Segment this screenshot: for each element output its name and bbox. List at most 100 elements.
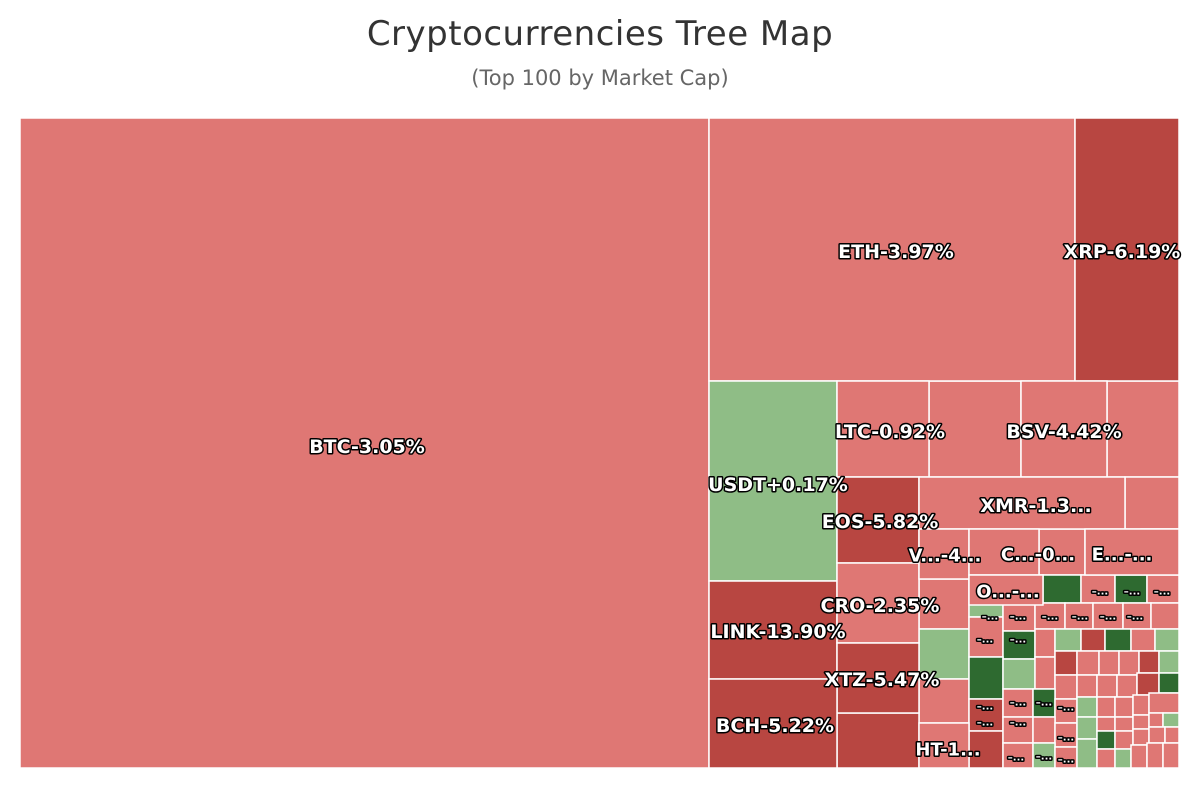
treemap-tile-usdt <box>708 380 838 582</box>
treemap-label-xtz: XTZ-5.47% <box>825 669 940 691</box>
treemap-tile-bsv <box>1020 380 1108 478</box>
treemap-small-label: –... <box>1092 587 1108 598</box>
treemap-small-label: –... <box>1010 612 1026 623</box>
treemap-small-label: –... <box>1127 612 1143 623</box>
treemap-label-xmr: XMR-1.3... <box>980 495 1091 517</box>
treemap-label-eth: ETH-3.97% <box>838 241 954 263</box>
treemap-tile <box>1148 726 1166 744</box>
treemap-tile <box>1124 476 1180 530</box>
treemap-small-label: –... <box>1072 612 1088 623</box>
treemap-tile <box>1092 602 1124 630</box>
treemap-small-label: –... <box>977 718 993 729</box>
treemap-tile <box>1104 628 1132 652</box>
treemap-small-label: –... <box>1042 612 1058 623</box>
treemap-small-label: –... <box>1124 587 1140 598</box>
treemap-small-label: –... <box>1036 752 1052 763</box>
treemap-tile-eth <box>708 117 1076 382</box>
treemap-tile <box>1162 742 1180 769</box>
treemap-label-c: C...-0... <box>1001 545 1075 566</box>
treemap-tile-c <box>968 528 1040 576</box>
treemap-label-o: O...-... <box>976 582 1039 603</box>
treemap-tile <box>1080 574 1116 604</box>
treemap-tile <box>1154 628 1180 652</box>
chart-title: Cryptocurrencies Tree Map <box>366 14 834 54</box>
treemap-tile <box>1148 692 1180 714</box>
treemap-small-label: –... <box>1154 587 1170 598</box>
treemap-tile <box>1096 748 1116 769</box>
treemap-tile <box>968 656 1004 700</box>
treemap-tile <box>1076 716 1098 740</box>
treemap-tile <box>1076 674 1098 698</box>
treemap-tile <box>1118 650 1140 676</box>
treemap-label-link: LINK-13.90% <box>710 621 845 643</box>
treemap-tile-xrp <box>1074 117 1180 382</box>
treemap-label-ht: HT-1... <box>915 740 980 761</box>
treemap-tile <box>918 678 970 724</box>
treemap-tile <box>1002 658 1036 690</box>
treemap-tile <box>1096 730 1116 750</box>
treemap-tile <box>1076 738 1098 769</box>
treemap-small-label: –... <box>1058 755 1074 766</box>
treemap-tile <box>1138 650 1160 674</box>
treemap-small-label: –... <box>1008 753 1024 764</box>
treemap-tile <box>1096 696 1116 718</box>
treemap-tile-e <box>1084 528 1180 576</box>
treemap-small-label: –... <box>1010 698 1026 709</box>
treemap-tile <box>1002 742 1034 769</box>
treemap-tile <box>968 616 1004 658</box>
treemap-label-eos: EOS-5.82% <box>822 511 939 533</box>
treemap-tile <box>1150 602 1180 630</box>
treemap-small-label: –... <box>1010 718 1026 729</box>
treemap-tile <box>1034 656 1056 690</box>
treemap-tile-ltc <box>836 380 930 478</box>
treemap-tile <box>1114 716 1134 732</box>
treemap-small-label: –... <box>982 612 998 623</box>
treemap-tile <box>1076 650 1100 676</box>
treemap-label-cro: CRO-2.35% <box>821 595 940 617</box>
treemap-label-bsv: BSV-4.42% <box>1006 421 1121 443</box>
treemap-small-label: –... <box>1058 703 1074 714</box>
treemap-tile <box>1116 674 1138 698</box>
treemap-tile <box>1132 714 1150 730</box>
treemap-small-label: –... <box>1010 635 1026 646</box>
treemap-tile-eos <box>836 476 920 564</box>
treemap-tile <box>1164 726 1180 744</box>
treemap-tile-xmr <box>918 476 1126 530</box>
treemap-tile <box>1096 716 1116 732</box>
treemap-label-usdt: USDT+0.17% <box>708 474 848 496</box>
treemap-tile <box>1032 716 1056 744</box>
treemap-tile <box>1114 748 1132 769</box>
treemap-label-ltc: LTC-0.92% <box>835 421 945 443</box>
treemap-tile <box>1158 672 1180 694</box>
treemap-tile-bch <box>708 678 838 769</box>
treemap-tile <box>918 578 970 630</box>
treemap-tile <box>1158 650 1180 674</box>
treemap-tile <box>918 628 970 680</box>
treemap-label-bch: BCH-5.22% <box>716 715 834 737</box>
treemap-tile <box>1146 742 1164 769</box>
treemap-label-v: V...-4... <box>909 546 982 567</box>
treemap-tile <box>1042 574 1082 604</box>
treemap-tile <box>1054 628 1082 652</box>
treemap-tile <box>1130 744 1148 769</box>
treemap-tile <box>1132 694 1150 716</box>
treemap-tile-btc <box>19 117 710 769</box>
treemap-tile <box>1136 672 1160 696</box>
treemap-tile <box>1162 712 1180 728</box>
treemap-tile <box>1130 628 1156 652</box>
treemap-tile <box>1054 674 1078 700</box>
treemap-tile <box>1002 602 1036 632</box>
treemap-tile <box>1080 628 1106 652</box>
treemap-tile <box>836 712 920 769</box>
treemap-tile-o <box>968 574 1044 606</box>
treemap-tile <box>1076 696 1098 718</box>
treemap-small-label: –... <box>977 635 993 646</box>
treemap-small-label: –... <box>1058 733 1074 744</box>
chart-subtitle: (Top 100 by Market Cap) <box>471 66 729 90</box>
treemap-small-label: –... <box>1036 698 1052 709</box>
treemap-tile <box>1034 628 1056 658</box>
treemap-small-label: –... <box>977 702 993 713</box>
treemap-tile <box>1096 674 1118 698</box>
treemap-label-e: E...-... <box>1092 545 1153 566</box>
